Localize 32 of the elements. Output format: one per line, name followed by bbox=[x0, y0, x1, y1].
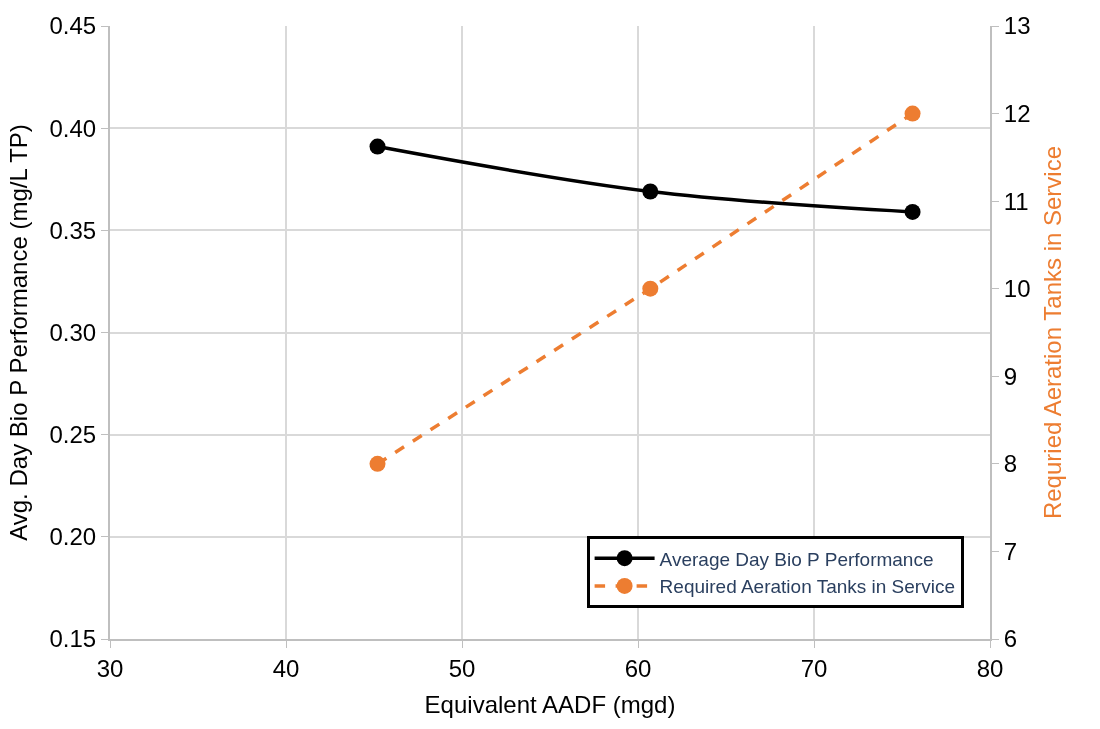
x-axis-title: Equivalent AADF (mgd) bbox=[424, 690, 676, 718]
y2-tick-label: 12 bbox=[1003, 99, 1031, 127]
x-tick-label: 30 bbox=[96, 654, 124, 682]
x-tick-label: 60 bbox=[624, 654, 652, 682]
legend-label: Average Day Bio P Performance bbox=[659, 548, 934, 570]
point bbox=[642, 280, 659, 297]
y-tick-label: 0.25 bbox=[49, 421, 97, 449]
y-axis-title: Avg. Day Bio P Performance (mg/L TP) bbox=[5, 124, 33, 541]
y2-tick-label: 7 bbox=[1003, 537, 1018, 565]
point bbox=[904, 203, 921, 220]
y2-tick-label: 13 bbox=[1003, 12, 1031, 40]
y2-tick-label: 6 bbox=[1003, 625, 1018, 653]
y2-tick-label: 11 bbox=[1003, 187, 1029, 215]
x-tick-label: 50 bbox=[448, 654, 476, 682]
y2-tick-label: 10 bbox=[1003, 275, 1031, 303]
y-tick-label: 0.15 bbox=[49, 625, 97, 653]
x-tick-label: 80 bbox=[976, 654, 1004, 682]
point bbox=[642, 183, 659, 200]
y-tick-label: 0.35 bbox=[49, 216, 97, 244]
y-tick-label: 0.40 bbox=[49, 114, 97, 142]
x-tick-label: 40 bbox=[272, 654, 300, 682]
y-tick-label: 0.20 bbox=[49, 523, 97, 551]
legend-label: Required Aeration Tanks in Service bbox=[659, 576, 955, 598]
point bbox=[904, 105, 921, 122]
y-tick-label: 0.30 bbox=[49, 318, 97, 346]
y2-tick-label: 9 bbox=[1003, 362, 1018, 390]
y2-tick-label: 8 bbox=[1003, 450, 1018, 478]
y-tick-label: 0.45 bbox=[49, 12, 97, 40]
x-tick-label: 70 bbox=[800, 654, 828, 682]
y2-axis-title: Requried Aeration Tanks in Service bbox=[1039, 145, 1067, 520]
point bbox=[369, 138, 386, 155]
point bbox=[369, 455, 386, 472]
